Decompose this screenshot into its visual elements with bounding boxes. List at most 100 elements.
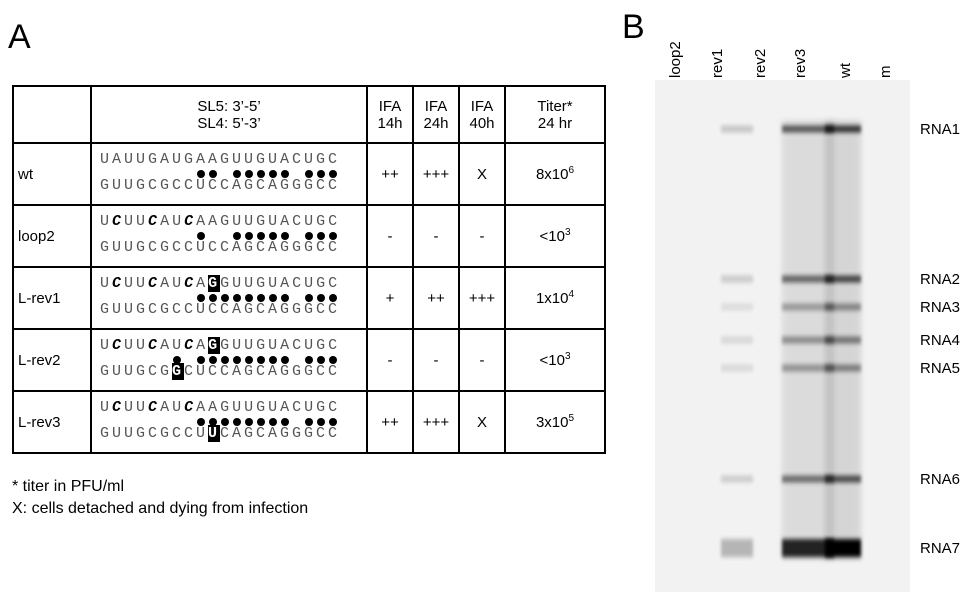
nucleotides: C xyxy=(184,213,196,230)
nucleotides: UAUUGAUGAAGUUGUACUGC xyxy=(100,151,340,168)
pair-dot xyxy=(269,418,277,426)
pair-dot xyxy=(233,294,241,302)
header-cell: Titer*24 hr xyxy=(505,86,605,143)
ifa-cell: +++ xyxy=(459,267,505,329)
pair-dot xyxy=(281,232,289,240)
gel-band xyxy=(721,337,753,344)
pair-dot xyxy=(221,356,229,364)
titer-base: <10 xyxy=(539,228,564,245)
gel-band xyxy=(825,304,861,311)
ifa-cell: + xyxy=(367,267,413,329)
band-label: RNA4 xyxy=(920,332,960,349)
pair-dot xyxy=(173,356,181,364)
pair-dot xyxy=(233,418,241,426)
nucleotides: G xyxy=(208,275,220,292)
gel-band xyxy=(782,365,834,372)
pair-dot xyxy=(269,294,277,302)
pair-dot xyxy=(281,170,289,178)
lane-label: m xyxy=(877,66,894,79)
band-label: RNA3 xyxy=(920,299,960,316)
nucleotides: GUUGUACUGC xyxy=(220,337,340,354)
nucleotides: C xyxy=(148,399,160,416)
pair-dot xyxy=(329,418,337,426)
titer-exponent: 6 xyxy=(568,165,574,176)
nucleotides: GUUGCGCCUCCAGCAGGGCC xyxy=(100,177,340,194)
sequence-line: UCUUCAUCAAGUUGUACUGC xyxy=(100,213,340,230)
gel-band xyxy=(825,539,861,557)
sequence-line: UCUUCAUCAGGUUGUACUGC xyxy=(100,337,340,354)
gel-band xyxy=(782,337,834,344)
gel-band xyxy=(721,126,753,133)
sequence-cell: UAUUGAUGAAGUUGUACUGC GUUGCGCCUCCAGCAGGGCC xyxy=(91,143,367,205)
nucleotides: AU xyxy=(160,337,184,354)
pair-dot xyxy=(329,232,337,240)
titer-cell: 1x104 xyxy=(505,267,605,329)
pair-dot xyxy=(233,356,241,364)
pair-dot xyxy=(257,418,265,426)
nucleotides: AU xyxy=(160,275,184,292)
gel-band xyxy=(825,126,861,133)
pair-dot xyxy=(245,356,253,364)
pair-dot xyxy=(317,418,325,426)
ifa-cell: - xyxy=(367,205,413,267)
pair-dot xyxy=(197,356,205,364)
nucleotides: CAGCAGGGCC xyxy=(220,425,340,442)
nucleotides: U xyxy=(208,425,220,442)
nucleotides: U xyxy=(100,213,112,230)
nucleotides: C xyxy=(112,399,124,416)
pair-dot xyxy=(197,418,205,426)
pair-dot xyxy=(317,356,325,364)
header-text: SL4: 5’-3’ xyxy=(92,115,366,132)
pair-dot xyxy=(329,170,337,178)
ifa-cell: - xyxy=(367,329,413,391)
ifa-cell: +++ xyxy=(413,143,459,205)
sequence-line: GUUGCGGCUCCAGCAGGGCC xyxy=(100,363,340,380)
nucleotides: UU xyxy=(124,275,148,292)
header-text: IFA xyxy=(368,98,412,115)
pair-dot xyxy=(233,170,241,178)
lane-label: wt xyxy=(837,62,854,79)
header-text: 40h xyxy=(460,115,504,132)
gel-background xyxy=(655,80,910,592)
corner-cell xyxy=(13,86,91,143)
pair-dot xyxy=(245,170,253,178)
header-text: IFA xyxy=(414,98,458,115)
footnote: X: cells detached and dying from infecti… xyxy=(12,500,308,518)
titer-base: 1x10 xyxy=(536,290,569,307)
header-text: IFA xyxy=(460,98,504,115)
pair-dot xyxy=(257,170,265,178)
band-label: RNA6 xyxy=(920,471,960,488)
nucleotides: G xyxy=(172,363,184,380)
pair-dot xyxy=(281,418,289,426)
ifa-cell: ++ xyxy=(367,143,413,205)
pair-dot xyxy=(329,356,337,364)
nucleotides: GUUGCGCCU xyxy=(100,425,208,442)
pair-dot xyxy=(245,232,253,240)
gel-band xyxy=(721,276,753,283)
gel-band xyxy=(782,304,834,311)
gel-band xyxy=(825,365,861,372)
pair-dot xyxy=(257,232,265,240)
nucleotides: AAGUUGUACUGC xyxy=(196,213,340,230)
pair-dot xyxy=(257,356,265,364)
titer-base: 8x10 xyxy=(536,166,569,183)
pair-dot xyxy=(305,170,313,178)
titer-cell: <103 xyxy=(505,205,605,267)
titer-exponent: 5 xyxy=(568,413,574,424)
pair-dot xyxy=(233,232,241,240)
nucleotides: GUUGCGCCUCCAGCAGGGCC xyxy=(100,239,340,256)
row-name: L-rev3 xyxy=(13,391,91,453)
lane-label: rev2 xyxy=(752,49,769,78)
pair-dot xyxy=(269,232,277,240)
pair-dot xyxy=(329,294,337,302)
nucleotides: AAGUUGUACUGC xyxy=(196,399,340,416)
header-text: SL5: 3’-5’ xyxy=(92,98,366,115)
titer-base: 3x10 xyxy=(536,414,569,431)
